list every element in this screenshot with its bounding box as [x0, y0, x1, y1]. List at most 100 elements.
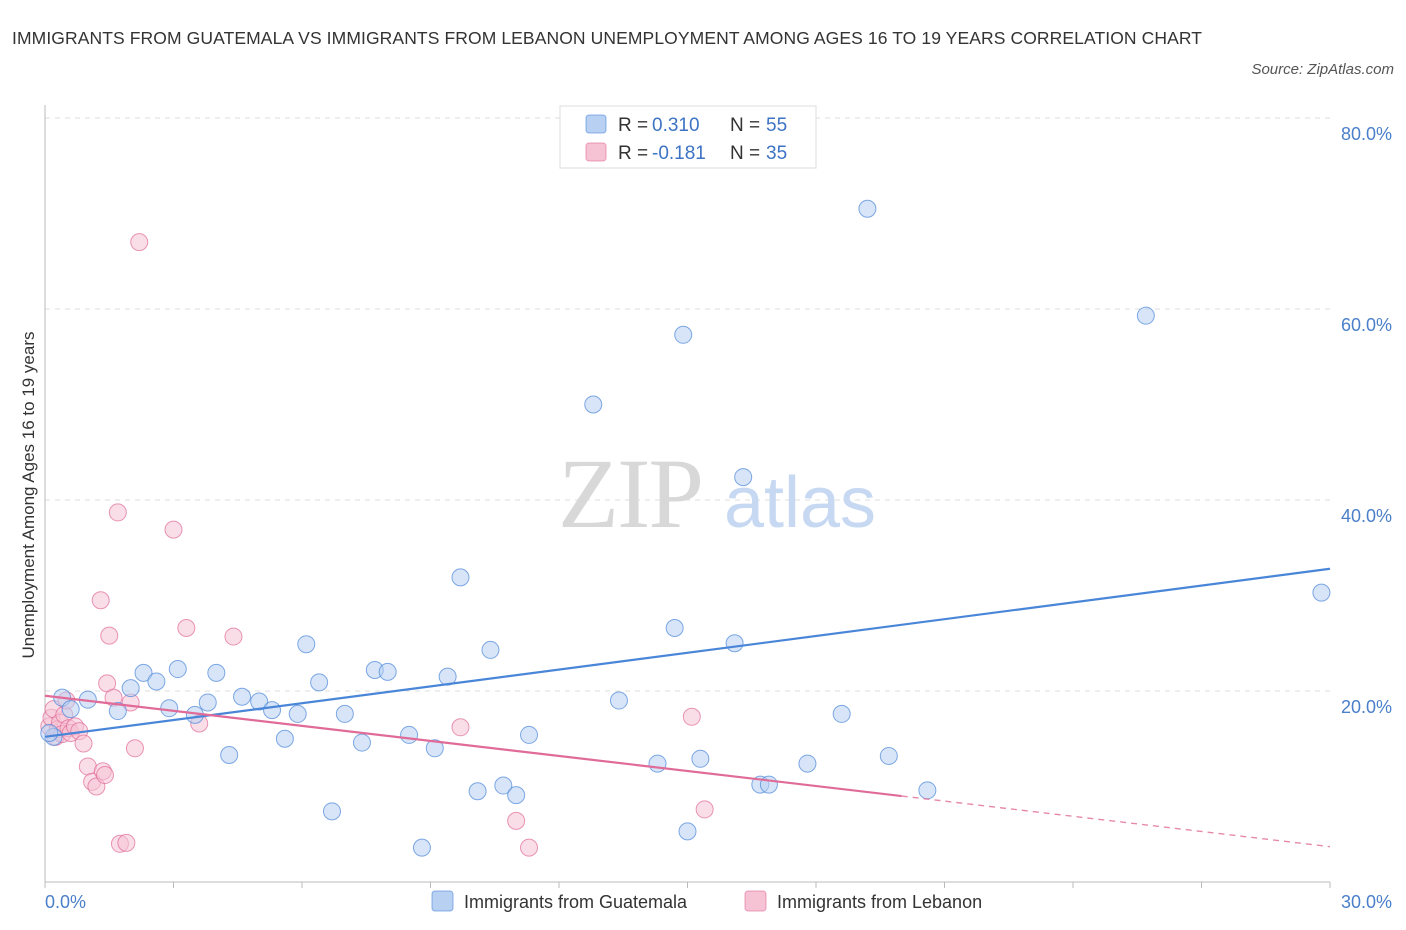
- data-point: [665, 618, 684, 637]
- data-point: [74, 734, 93, 753]
- series-guatemala-points: [40, 199, 1331, 857]
- data-point: [168, 660, 187, 679]
- chart-title: IMMIGRANTS FROM GUATEMALA VS IMMIGRANTS …: [12, 28, 1203, 48]
- data-point: [335, 704, 354, 723]
- data-point: [108, 702, 127, 721]
- trend-line-lebanon: [44, 694, 902, 798]
- data-point: [400, 725, 419, 744]
- data-point: [121, 679, 140, 698]
- data-point: [134, 663, 153, 682]
- data-point: [879, 746, 898, 765]
- data-point: [520, 838, 539, 857]
- data-point: [95, 766, 114, 785]
- data-point: [682, 707, 701, 726]
- data-point: [412, 838, 431, 857]
- data-point: [725, 634, 744, 653]
- data-point: [130, 233, 149, 252]
- data-point: [759, 775, 778, 794]
- legend-n-value: 35: [766, 143, 787, 164]
- bottom-legend: Immigrants from Guatemala Immigrants from…: [431, 890, 982, 912]
- x-tick-label: 0.0%: [45, 892, 86, 912]
- data-point: [584, 395, 603, 414]
- watermark: ZIP atlas: [558, 438, 876, 549]
- data-point: [1136, 306, 1155, 325]
- legend-r-label: R =: [618, 115, 648, 136]
- data-point: [108, 503, 127, 522]
- data-point: [207, 663, 226, 682]
- data-point: [78, 757, 97, 776]
- data-point: [322, 802, 341, 821]
- data-point: [451, 568, 470, 587]
- watermark-zip: ZIP: [558, 438, 702, 549]
- gridlines: [45, 117, 1330, 692]
- data-point: [198, 693, 217, 712]
- data-point: [160, 699, 179, 718]
- legend: R = 0.310 N = 55 R = -0.181 N = 35: [559, 105, 817, 169]
- data-point: [1312, 583, 1331, 602]
- data-point: [177, 618, 196, 637]
- bottom-legend-label-guatemala: Immigrants from Guatemala: [464, 892, 688, 912]
- data-point: [468, 782, 487, 801]
- y-tick-label: 20.0%: [1341, 697, 1392, 717]
- bottom-legend-label-lebanon: Immigrants from Lebanon: [777, 892, 982, 912]
- data-point: [275, 729, 294, 748]
- data-point: [288, 704, 307, 723]
- x-tick-labels: 0.0% 30.0%: [45, 892, 1392, 912]
- data-point: [494, 776, 513, 795]
- data-point: [233, 687, 252, 706]
- data-point: [220, 745, 239, 764]
- data-point: [609, 691, 628, 710]
- legend-r-value: 0.310: [652, 115, 700, 136]
- trend-line-extension-lebanon: [901, 795, 1331, 848]
- legend-swatch-lebanon: [585, 142, 607, 162]
- y-axis-label: Unemployment Among Ages 16 to 19 years: [19, 332, 38, 659]
- data-point: [40, 724, 59, 743]
- data-point: [451, 718, 470, 737]
- data-point: [648, 754, 667, 773]
- data-point: [918, 781, 937, 800]
- trend-lines: [44, 567, 1331, 848]
- data-point: [691, 749, 710, 768]
- data-point: [674, 325, 693, 344]
- x-tick-label: 30.0%: [1341, 892, 1392, 912]
- legend-r-value: -0.181: [652, 143, 706, 164]
- data-point: [352, 733, 371, 752]
- data-point: [224, 627, 243, 646]
- y-tick-label: 80.0%: [1341, 124, 1392, 144]
- data-point: [164, 520, 183, 539]
- data-point: [310, 673, 329, 692]
- y-tick-label: 60.0%: [1341, 315, 1392, 335]
- data-point: [832, 704, 851, 723]
- legend-r-label: R =: [618, 143, 648, 164]
- data-point: [507, 786, 526, 805]
- legend-swatch-guatemala: [585, 114, 607, 134]
- data-point: [297, 635, 316, 654]
- data-point: [250, 692, 269, 711]
- legend-n-value: 55: [766, 115, 787, 136]
- data-point: [147, 672, 166, 691]
- data-point: [125, 739, 144, 758]
- data-point: [91, 591, 110, 610]
- data-point: [798, 754, 817, 773]
- bottom-legend-swatch-lebanon: [744, 890, 767, 912]
- y-tick-labels: 20.0% 40.0% 60.0% 80.0%: [1341, 124, 1392, 717]
- data-point: [100, 626, 119, 645]
- y-tick-label: 40.0%: [1341, 506, 1392, 526]
- data-point: [520, 725, 539, 744]
- data-point: [695, 800, 714, 819]
- bottom-legend-swatch-guatemala: [431, 890, 454, 912]
- data-point: [378, 662, 397, 681]
- data-point: [117, 833, 136, 852]
- trend-line-guatemala: [44, 567, 1331, 738]
- data-point: [61, 700, 80, 719]
- data-point: [263, 701, 282, 720]
- axes: [44, 105, 1331, 888]
- data-point: [507, 811, 526, 830]
- chart-source: Source: ZipAtlas.com: [1251, 61, 1394, 78]
- data-point: [481, 640, 500, 659]
- data-point: [734, 468, 753, 487]
- data-point: [425, 739, 444, 758]
- data-point: [678, 822, 697, 841]
- legend-n-label: N =: [730, 115, 760, 136]
